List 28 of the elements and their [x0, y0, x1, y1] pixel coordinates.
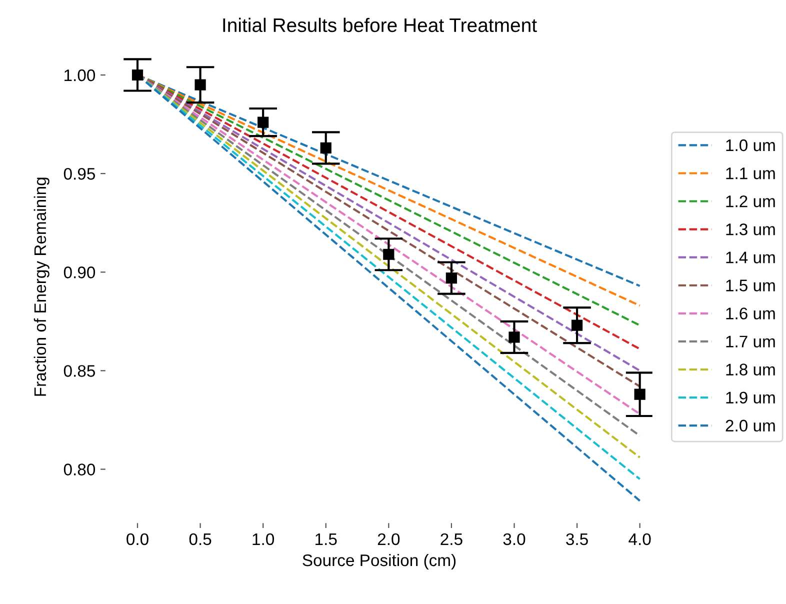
legend-label: 1.4 um: [726, 252, 775, 264]
y-tick-label: 0.85: [64, 365, 95, 377]
y-tick-label: 0.95: [64, 168, 95, 180]
legend-label: 1.6 um: [726, 308, 775, 320]
legend-label: 1.9 um: [726, 392, 775, 404]
y-tick-label: 0.80: [64, 464, 96, 476]
x-tick-label: 0.5: [189, 533, 212, 546]
legend-label: 1.8 um: [726, 364, 775, 376]
x-axis-title: Source Position (cm): [302, 554, 456, 570]
x-tick-label: 3.0: [503, 533, 526, 546]
x-tick-label: 2.5: [440, 533, 462, 546]
x-tick-label: 1.0: [252, 533, 274, 546]
legend-label: 1.5 um: [726, 280, 775, 292]
x-tick-label: 1.5: [316, 533, 337, 546]
legend-label: 2.0 um: [726, 420, 775, 432]
y-axis-title: Fraction of Energy Remaining: [34, 178, 50, 396]
legend-label: 1.0 um: [726, 139, 775, 152]
x-tick-label: 4.0: [628, 533, 651, 546]
legend-label: 1.3 um: [726, 224, 775, 236]
chart-title: Initial Results before Heat Treatment: [223, 18, 537, 32]
y-tick-label: 1.00: [64, 69, 96, 82]
legend-label: 1.2 um: [726, 195, 775, 208]
legend-label: 1.7 um: [726, 336, 775, 348]
y-tick-label: 0.90: [64, 266, 96, 278]
x-tick-label: 0.0: [126, 533, 148, 546]
x-tick-label: 2.0: [378, 533, 400, 546]
legend-label: 1.1 um: [726, 168, 775, 180]
x-tick-label: 3.5: [566, 533, 588, 546]
